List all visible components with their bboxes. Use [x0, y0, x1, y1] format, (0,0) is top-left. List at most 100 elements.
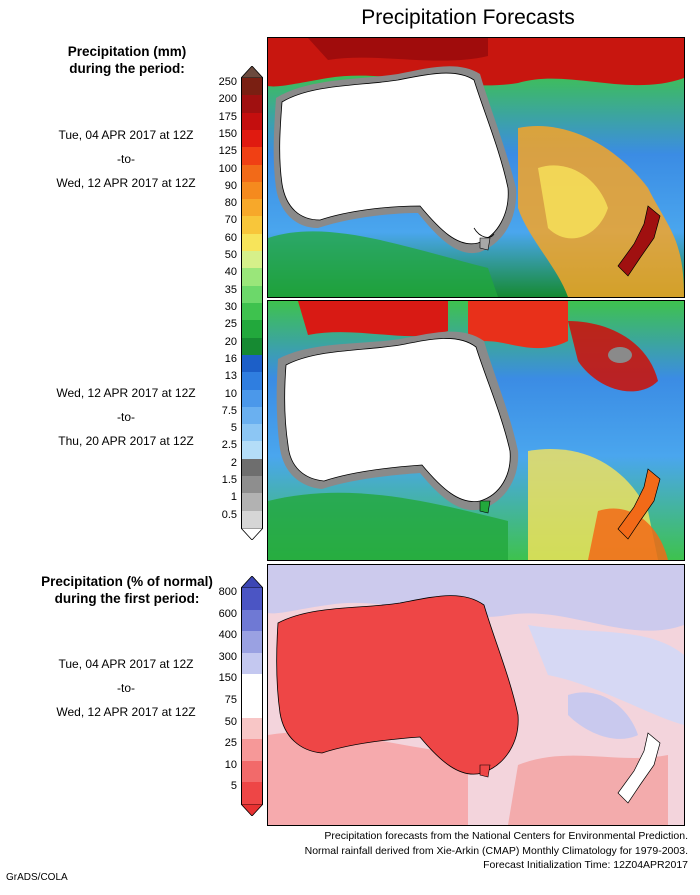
colorbar-bottom-cap	[241, 528, 263, 540]
panel2-period-start: Wed, 12 APR 2017 at 12Z	[56, 386, 196, 400]
colorbar-swatch	[241, 129, 263, 148]
colorbar-swatch	[241, 458, 263, 477]
colorbar-swatch	[241, 631, 263, 654]
page-title: Precipitation Forecasts	[361, 6, 575, 29]
colorbar-swatch	[241, 424, 263, 442]
colorbar-swatch	[241, 320, 263, 339]
colorbar-swatch	[241, 268, 263, 287]
colorbar-tick-label: 200	[218, 93, 237, 106]
panel3-period-to: -to-	[117, 681, 135, 695]
panel3-period-start: Tue, 04 APR 2017 at 12Z	[58, 657, 194, 671]
colorbar-swatch	[241, 251, 263, 269]
colorbar-tick-label: 800	[218, 586, 237, 598]
colorbar-swatch	[241, 164, 263, 183]
colorbar-tick-label: 1	[230, 491, 237, 504]
colorbar-tick-label: 5	[230, 780, 237, 793]
colorbar-tick-label: 1.5	[221, 474, 237, 487]
colorbar-tick-label: 75	[224, 694, 237, 706]
colorbar-tick-label: 40	[224, 266, 237, 279]
colorbar-tick-label: 35	[224, 283, 237, 296]
colorbar-swatch	[241, 782, 263, 805]
colorbar-tick-label: 2	[230, 456, 237, 469]
colorbar-swatch	[241, 609, 263, 632]
colorbar-swatch	[241, 337, 263, 356]
colorbar-tick-label: 0.5	[221, 508, 237, 521]
colorbar-swatch	[241, 696, 263, 719]
colorbar-swatch	[241, 760, 263, 783]
forecast-map-week1	[267, 37, 685, 298]
forecast-map-week2	[267, 300, 685, 561]
colorbar-swatch	[241, 372, 263, 391]
colorbar-swatch	[241, 389, 263, 408]
colorbar-tick-label: 600	[218, 607, 237, 620]
panel2-period-to: -to-	[117, 410, 135, 424]
panel1-label-line2: during the period:	[69, 61, 185, 76]
colorbar-tick-label: 60	[224, 231, 237, 244]
colorbar-swatch	[241, 510, 263, 529]
colorbar-bottom-cap	[241, 804, 263, 816]
colorbar-swatch	[241, 441, 263, 460]
colorbar-tick-label: 150	[218, 672, 237, 685]
footer: Precipitation forecasts from the Nationa…	[268, 829, 688, 873]
footer-climatology-line: Normal rainfall derived from Xie-Arkin (…	[304, 844, 688, 857]
colorbar-swatch	[241, 674, 263, 697]
footer-source-line: Precipitation forecasts from the Nationa…	[324, 830, 688, 842]
colorbar-swatch	[241, 476, 263, 494]
colorbar-swatch	[241, 95, 263, 114]
colorbar-tick-label: 80	[224, 197, 237, 210]
colorbar-swatch	[241, 233, 263, 252]
panel1-period-to: -to-	[117, 152, 135, 166]
colorbar-swatch	[241, 303, 263, 321]
colorbar-swatch	[241, 181, 263, 200]
colorbar-tick-label: 13	[224, 370, 237, 383]
panel3-period-end: Wed, 12 APR 2017 at 12Z	[56, 705, 196, 719]
panel1-label-line1: Precipitation (mm)	[67, 44, 187, 59]
credit-label: GrADS/COLA	[6, 872, 68, 883]
colorbar-swatch	[241, 739, 263, 762]
colorbar-swatch	[241, 354, 263, 373]
colorbar-swatch	[241, 588, 263, 611]
colorbar-tick-label: 100	[218, 162, 237, 175]
colorbar-swatch	[241, 199, 263, 217]
colorbar-top-cap	[241, 66, 263, 78]
colorbar-swatch	[241, 216, 263, 235]
colorbar-tick-label: 16	[224, 352, 237, 365]
legend-mm-colorbar	[241, 66, 263, 540]
colorbar-tick-label: 300	[218, 650, 237, 663]
colorbar-swatch	[241, 406, 263, 425]
colorbar-tick-label: 50	[224, 715, 237, 728]
colorbar-tick-label: 90	[224, 179, 237, 192]
colorbar-swatch	[241, 112, 263, 131]
percent-normal-map	[267, 564, 685, 826]
colorbar-tick-label: 2.5	[221, 439, 237, 452]
panel1-label: Precipitation (mm) during the period:	[2, 43, 252, 77]
colorbar-tick-label: 7.5	[221, 404, 237, 417]
colorbar-top-cap	[241, 576, 263, 588]
colorbar-tick-label: 50	[224, 249, 237, 262]
panel3-label-line2: during the first period:	[54, 591, 200, 606]
colorbar-tick-label: 175	[218, 110, 237, 123]
colorbar-swatch	[241, 147, 263, 166]
colorbar-tick-label: 5	[230, 422, 237, 435]
colorbar-tick-label: 10	[224, 387, 237, 400]
colorbar-swatch	[241, 652, 263, 675]
colorbar-swatch	[241, 78, 263, 96]
colorbar-tick-label: 250	[218, 76, 237, 88]
panel3-label: Precipitation (% of normal) during the f…	[2, 573, 252, 607]
panel1-period-start: Tue, 04 APR 2017 at 12Z	[58, 128, 194, 142]
panel2-period-end: Thu, 20 APR 2017 at 12Z	[58, 434, 194, 448]
colorbar-tick-label: 25	[224, 737, 237, 750]
footer-init-time-line: Forecast Initialization Time: 12Z04APR20…	[483, 859, 688, 871]
colorbar-tick-label: 30	[224, 301, 237, 313]
colorbar-tick-label: 400	[218, 629, 237, 642]
colorbar-swatch	[241, 717, 263, 740]
colorbar-tick-label: 10	[224, 758, 237, 771]
panel1-period-end: Wed, 12 APR 2017 at 12Z	[56, 176, 196, 190]
colorbar-swatch	[241, 493, 263, 512]
colorbar-tick-label: 25	[224, 318, 237, 331]
colorbar-tick-label: 150	[218, 127, 237, 140]
colorbar-tick-label: 20	[224, 335, 237, 348]
colorbar-tick-label: 70	[224, 214, 237, 227]
colorbar-swatch	[241, 285, 263, 304]
colorbar-tick-label: 125	[218, 145, 237, 158]
